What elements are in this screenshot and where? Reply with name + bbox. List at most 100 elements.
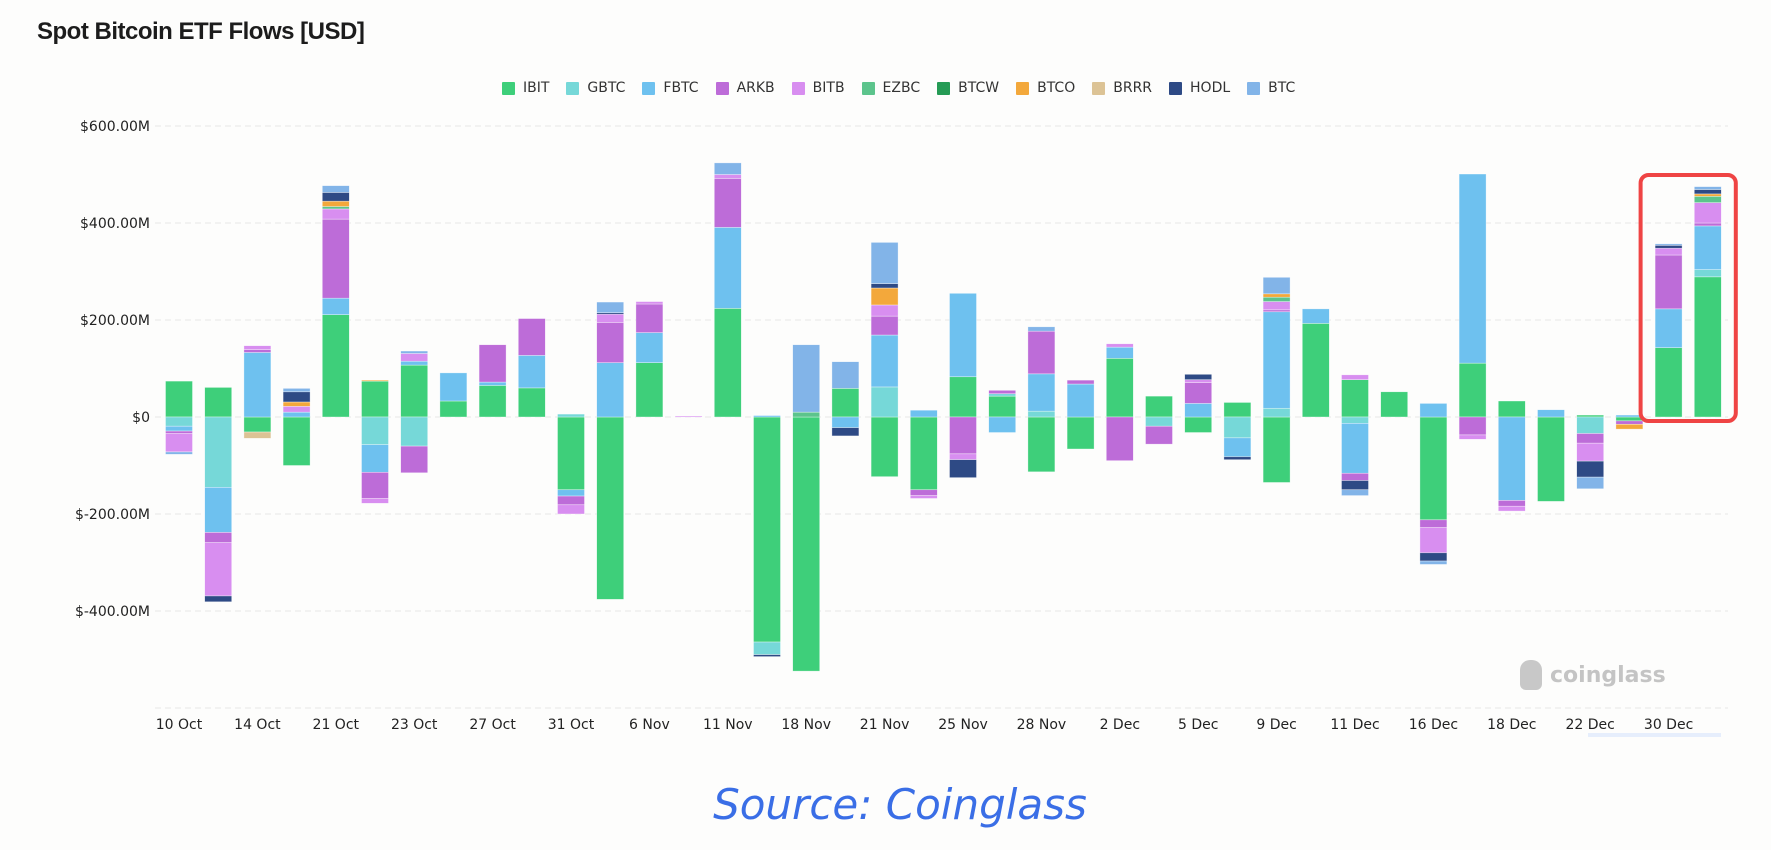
bar-segment-fbtc[interactable]	[870, 334, 899, 388]
bar-segment-hodl[interactable]	[1694, 189, 1722, 195]
bar-segment-fbtc[interactable]	[1458, 173, 1487, 364]
bar-segment-gbtc[interactable]	[1262, 407, 1291, 418]
bar-segment-ibit[interactable]	[439, 400, 468, 418]
bar-segment-btco[interactable]	[870, 287, 899, 306]
bar-segment-btc[interactable]	[792, 344, 821, 413]
bar-segment-btc[interactable]	[870, 242, 899, 284]
bar-segment-fbtc[interactable]	[1498, 416, 1526, 501]
bar-segment-arkb[interactable]	[870, 315, 899, 336]
bar-segment-fbtc[interactable]	[1223, 437, 1252, 458]
bar-segment-arkb[interactable]	[517, 318, 546, 356]
bar-segment-arkb[interactable]	[204, 532, 232, 543]
bar-segment-ibit[interactable]	[400, 364, 429, 418]
bar-segment-arkb[interactable]	[1498, 500, 1526, 507]
bar-segment-fbtc[interactable]	[1419, 403, 1448, 418]
bar-segment-gbtc[interactable]	[1223, 416, 1252, 439]
bar-segment-btco[interactable]	[1262, 293, 1291, 298]
bar-segment-arkb[interactable]	[557, 495, 585, 506]
legend-item-btco[interactable]: BTCO	[1016, 80, 1075, 96]
bar-segment-bitb[interactable]	[949, 453, 977, 460]
bar-segment-hodl[interactable]	[831, 427, 860, 437]
bar-segment-ibit[interactable]	[870, 416, 899, 477]
bar-segment-arkb[interactable]	[713, 178, 742, 228]
bar-segment-bitb[interactable]	[400, 353, 429, 362]
bar-segment-ibit[interactable]	[165, 380, 193, 418]
bar-segment-bitb[interactable]	[596, 313, 625, 323]
legend-item-btc[interactable]: BTC	[1247, 80, 1295, 96]
bar-segment-ibit[interactable]	[282, 416, 311, 466]
bar-segment-ibit[interactable]	[1262, 416, 1291, 483]
bar-segment-arkb[interactable]	[635, 303, 664, 333]
bar-segment-arkb[interactable]	[949, 416, 977, 455]
bar-segment-btc[interactable]	[1419, 560, 1448, 565]
legend-item-gbtc[interactable]: GBTC	[566, 80, 625, 96]
bar-segment-ibit[interactable]	[1341, 379, 1369, 418]
bar-segment-brrr[interactable]	[243, 431, 272, 439]
bar-segment-arkb[interactable]	[1106, 416, 1134, 461]
bar-segment-btco[interactable]	[1615, 423, 1644, 430]
bar-segment-btco[interactable]	[321, 200, 350, 207]
bar-segment-bitb[interactable]	[1106, 343, 1134, 348]
bar-segment-hodl[interactable]	[1576, 460, 1604, 478]
bar-segment-ibit[interactable]	[1066, 416, 1095, 450]
bar-segment-fbtc[interactable]	[165, 425, 193, 432]
bar-segment-arkb[interactable]	[478, 344, 507, 383]
bar-segment-bitb[interactable]	[1654, 247, 1683, 256]
bar-segment-fbtc[interactable]	[557, 489, 585, 497]
bar-segment-arkb[interactable]	[1654, 254, 1683, 310]
bar-segment-bitb[interactable]	[1458, 434, 1487, 440]
bar-segment-btc[interactable]	[1027, 326, 1056, 332]
bar-segment-arkb[interactable]	[1145, 425, 1173, 445]
bar-segment-ezbc[interactable]	[1694, 196, 1722, 203]
bar-segment-ibit[interactable]	[1654, 347, 1683, 418]
bar-segment-btc[interactable]	[1694, 186, 1722, 190]
bar-segment-gbtc[interactable]	[870, 386, 899, 418]
bar-segment-gbtc[interactable]	[753, 641, 781, 655]
bar-segment-ibit[interactable]	[1302, 323, 1330, 418]
bar-segment-btc[interactable]	[1341, 489, 1369, 496]
bar-segment-ibit[interactable]	[949, 376, 977, 418]
bar-segment-hodl[interactable]	[1654, 245, 1683, 249]
bar-segment-arkb[interactable]	[1458, 416, 1487, 436]
bar-segment-fbtc[interactable]	[988, 416, 1017, 433]
bar-segment-bitb[interactable]	[321, 208, 350, 220]
bar-segment-btc[interactable]	[1576, 476, 1604, 490]
bar-segment-fbtc[interactable]	[400, 360, 429, 366]
bar-segment-bitb[interactable]	[361, 498, 389, 504]
bar-segment-ibit[interactable]	[1106, 358, 1134, 418]
bar-segment-gbtc[interactable]	[1694, 269, 1722, 278]
bar-segment-hodl[interactable]	[1419, 552, 1448, 562]
bar-segment-gbtc[interactable]	[1341, 416, 1369, 424]
bar-segment-arkb[interactable]	[1694, 222, 1722, 227]
bar-segment-bitb[interactable]	[1262, 301, 1291, 311]
bar-segment-gbtc[interactable]	[361, 416, 389, 445]
bar-segment-fbtc[interactable]	[478, 381, 507, 386]
bar-segment-ibit[interactable]	[635, 362, 664, 418]
bar-segment-bitb[interactable]	[557, 504, 585, 515]
bar-segment-btc[interactable]	[1654, 243, 1683, 246]
bar-segment-fbtc[interactable]	[949, 293, 977, 378]
bar-segment-arkb[interactable]	[988, 390, 1017, 395]
bar-segment-gbtc[interactable]	[1145, 416, 1173, 427]
bar-segment-arkb[interactable]	[1341, 472, 1369, 481]
bar-segment-arkb[interactable]	[321, 218, 350, 299]
bar-segment-fbtc[interactable]	[1654, 308, 1683, 348]
bar-segment-ibit[interactable]	[1498, 400, 1526, 418]
bar-segment-fbtc[interactable]	[321, 297, 350, 315]
bar-segment-fbtc[interactable]	[243, 352, 272, 418]
bar-segment-fbtc[interactable]	[831, 416, 860, 428]
legend-item-ezbc[interactable]: EZBC	[861, 80, 920, 96]
bar-segment-hodl[interactable]	[1184, 374, 1212, 380]
bar-segment-fbtc[interactable]	[596, 362, 625, 418]
bar-segment-arkb[interactable]	[1027, 330, 1056, 375]
bar-segment-hodl[interactable]	[204, 595, 232, 603]
bar-segment-fbtc[interactable]	[635, 332, 664, 363]
bar-segment-fbtc[interactable]	[1262, 311, 1291, 409]
bar-segment-bitb[interactable]	[1341, 374, 1369, 380]
bar-segment-ibit[interactable]	[988, 395, 1017, 418]
legend-item-brrr[interactable]: BRRR	[1092, 80, 1152, 96]
bar-segment-hodl[interactable]	[753, 654, 781, 657]
bar-segment-ibit[interactable]	[1694, 276, 1722, 418]
bar-segment-ibit[interactable]	[243, 416, 272, 433]
bar-segment-bitb[interactable]	[243, 345, 272, 350]
